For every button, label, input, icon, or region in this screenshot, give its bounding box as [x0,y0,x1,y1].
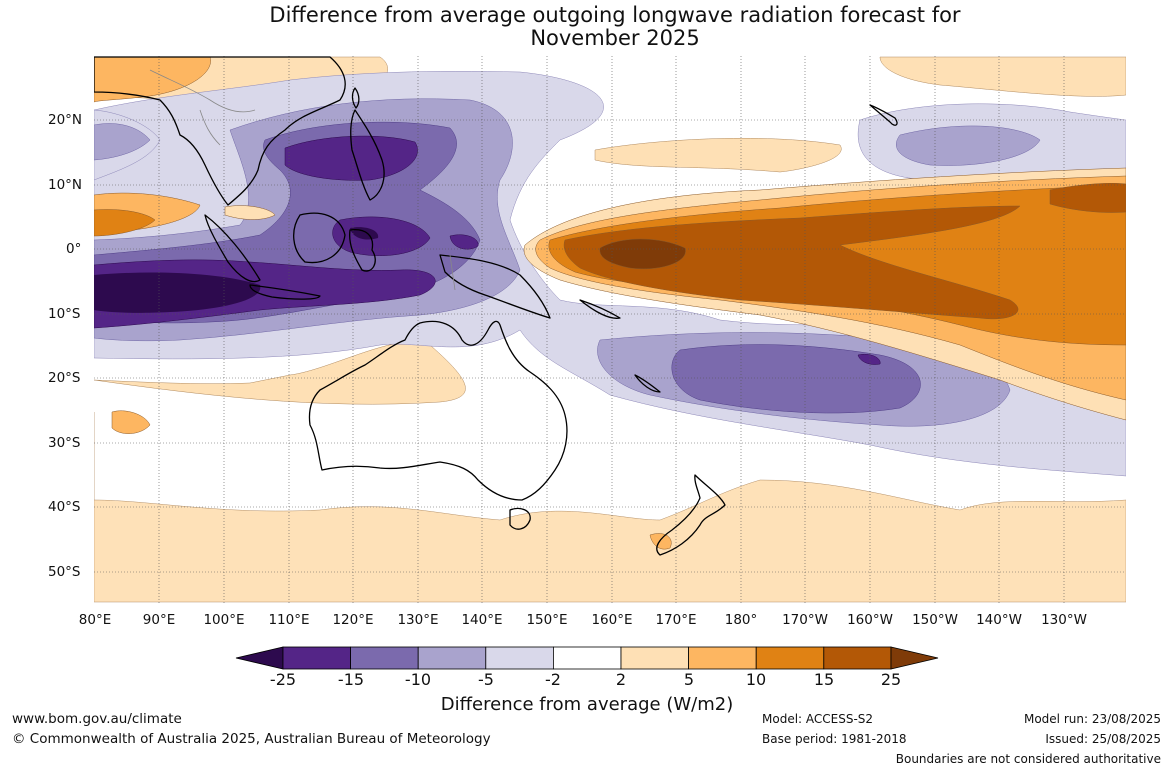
java-coastline [249,284,321,300]
colorbar-tick-minus-2: -2 [545,670,561,689]
coastlines [94,56,898,556]
lon-label-110e: 110°E [268,612,310,628]
lon-label-170w: 170°W [782,612,828,628]
model-run-date: Model run: 23/08/2025 [1023,712,1161,726]
colorbar-bin-6 [620,646,689,670]
hawaii-coastline [869,104,898,126]
lon-label-130e: 130°E [397,612,439,628]
borneo-coastline [293,212,346,264]
base-period: Base period: 1981-2018 [762,732,907,746]
colorbar-bin-5 [553,646,622,670]
colorbar-extend-high [890,646,939,670]
lat-label-10n: 10°N [48,177,83,193]
colorbar-tick-10: 10 [745,670,767,689]
colorbar-tick-minus-5: -5 [478,670,494,689]
colorbar-bin-1 [282,646,351,670]
lon-label-90e: 90°E [142,612,176,628]
lat-label-40s: 40°S [48,499,81,515]
colorbar-bin-8 [755,646,825,670]
sumatra-coastline [204,214,261,283]
lon-label-130w: 130°W [1041,612,1087,628]
lat-label-50s: 50°S [48,564,81,580]
lat-label-20s: 20°S [48,370,81,386]
lat-label-0: 0° [66,241,82,257]
solomon-islands-coastline [579,299,621,319]
lon-label-180: 180° [724,612,758,628]
colorbar-tick-2: 2 [615,670,627,689]
boundaries-disclaimer: Boundaries are not considered authoritat… [895,752,1161,766]
tasmania-coastline [509,507,531,530]
australia-coastline [308,320,568,501]
lon-label-150w: 150°W [912,612,958,628]
colorbar-tick-minus-10: -10 [404,670,432,689]
map-plot-area [94,56,1126,604]
colorbar-title: Difference from average (W/m2) [440,694,734,715]
philippines-coastline [350,109,385,201]
map-title: Difference from average outgoing longwav… [0,4,1173,50]
taiwan-coastline [351,87,360,109]
lon-label-140w: 140°W [976,612,1022,628]
colorbar [235,646,939,670]
colorbar-bin-3 [417,646,487,670]
new-caledonia-coastline [634,374,661,393]
lon-label-100e: 100°E [203,612,245,628]
mainland-asia-coastline [94,56,346,206]
lat-label-20n: 20°N [48,112,83,128]
lat-label-30s: 30°S [48,435,81,451]
lon-label-80e: 80°E [78,612,112,628]
lon-label-140e: 140°E [461,612,503,628]
colorbar-bin-2 [350,646,419,670]
lat-label-10s: 10°S [48,306,81,322]
country-borders [149,69,456,291]
graticule [94,56,1126,604]
colorbar-tick-5: 5 [683,670,695,689]
title-line-1: Difference from average outgoing longwav… [269,3,961,27]
sulawesi-coastline [349,229,376,272]
colorbar-tick-15: 15 [813,670,835,689]
new-zealand-coastline [656,474,726,556]
colorbar-tick-25: 25 [880,670,902,689]
contour-positive-indian [94,56,672,550]
new-guinea-coastline [439,254,551,319]
website-link[interactable]: www.bom.gov.au/climate [12,711,182,727]
lon-label-120e: 120°E [332,612,374,628]
lon-label-160e: 160°E [591,612,633,628]
colorbar-extend-low [235,646,284,670]
copyright-text: © Commonwealth of Australia 2025, Austra… [12,731,491,747]
issued-date: Issued: 25/08/2025 [1045,732,1161,746]
title-line-2: November 2025 [530,26,700,50]
model-name: Model: ACCESS-S2 [762,712,874,726]
colorbar-bin-4 [485,646,554,670]
colorbar-bin-9 [823,646,892,670]
colorbar-tick-minus-15: -15 [337,670,365,689]
lon-label-170e: 170°E [655,612,697,628]
colorbar-tick-minus-25: -25 [269,670,297,689]
lon-label-150e: 150°E [526,612,568,628]
contour-positive-pacific [523,167,1126,421]
colorbar-bin-7 [688,646,757,670]
lon-label-160w: 160°W [847,612,893,628]
